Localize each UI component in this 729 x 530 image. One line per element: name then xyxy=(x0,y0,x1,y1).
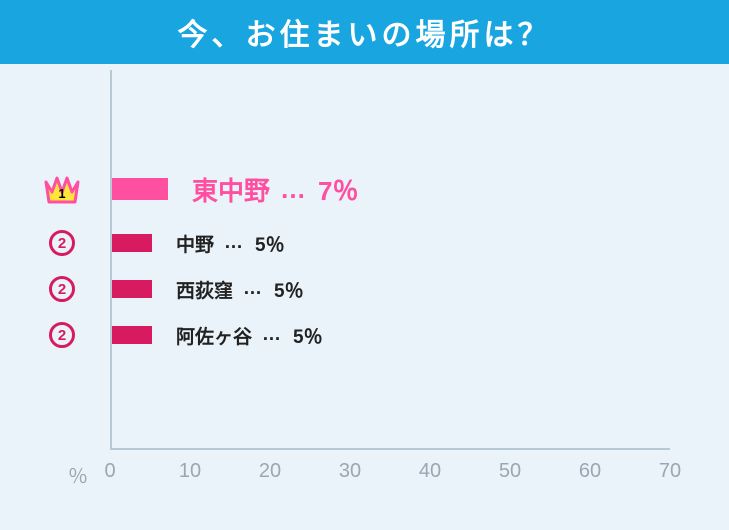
dots: … xyxy=(243,278,264,300)
plot-area: 1東中野…7％2中野…5％2西荻窪…5％2阿佐ヶ谷…5％ xyxy=(110,70,670,450)
rank-badge: 2 xyxy=(42,269,82,309)
bar-label: 西荻窪 … 5％ xyxy=(176,276,304,303)
dots: … xyxy=(262,324,283,346)
percent-value: 5％ xyxy=(293,322,323,349)
bar xyxy=(112,326,152,344)
x-tick: 10 xyxy=(179,460,201,483)
crown-icon: 1 xyxy=(42,169,82,209)
rank-number: 2 xyxy=(49,322,75,348)
page: 今、お住まいの場所は？ 1 東中野 … 7％ 2 中野 … 5％ 2 西荻窪 … 5％ 2 阿佐ヶ谷 … 5％… xyxy=(0,0,729,530)
bar xyxy=(112,280,152,298)
chart-row: 1 東中野 … 7％ xyxy=(42,166,358,212)
x-tick: 70 xyxy=(659,460,681,483)
x-tick: 60 xyxy=(579,460,601,483)
chart-row: 2 西荻窪 … 5％ xyxy=(42,266,304,312)
rank-number: 2 xyxy=(49,276,75,302)
dots: … xyxy=(280,174,308,205)
percent-value: 7％ xyxy=(318,171,358,208)
x-tick: 0 xyxy=(104,460,115,483)
location-name: 西荻窪 xyxy=(176,276,233,303)
rank-badge: 2 xyxy=(42,315,82,355)
location-name: 中野 xyxy=(176,230,214,257)
location-name: 東中野 xyxy=(192,171,270,208)
bar xyxy=(112,234,152,252)
percent-value: 5％ xyxy=(274,276,304,303)
bar-label: 阿佐ヶ谷 … 5％ xyxy=(176,322,323,349)
x-tick: 30 xyxy=(339,460,361,483)
x-tick: 20 xyxy=(259,460,281,483)
rank-badge: 2 xyxy=(42,223,82,263)
bar-label: 中野 … 5％ xyxy=(176,230,285,257)
dots: … xyxy=(224,232,245,254)
chart: 1東中野…7％2中野…5％2西荻窪…5％2阿佐ヶ谷…5％ 01020304050… xyxy=(90,70,690,480)
axis-percent-label: ％ xyxy=(68,460,88,489)
x-tick: 40 xyxy=(419,460,441,483)
bar-label: 東中野 … 7％ xyxy=(192,171,358,208)
rank-number: 2 xyxy=(49,230,75,256)
chart-row: 2 中野 … 5％ xyxy=(42,220,285,266)
location-name: 阿佐ヶ谷 xyxy=(176,322,252,349)
chart-row: 2 阿佐ヶ谷 … 5％ xyxy=(42,312,323,358)
percent-value: 5％ xyxy=(255,230,285,257)
bar xyxy=(112,178,168,200)
x-axis-ticks: 010203040506070 xyxy=(110,452,670,482)
x-tick: 50 xyxy=(499,460,521,483)
title-text: 今、お住まいの場所は？ xyxy=(178,10,552,54)
svg-text:1: 1 xyxy=(58,186,65,201)
title-bar: 今、お住まいの場所は？ xyxy=(0,0,729,64)
